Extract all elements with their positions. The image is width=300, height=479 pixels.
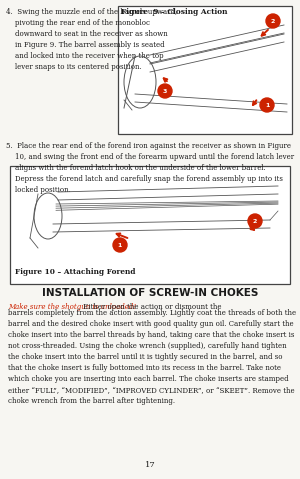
Text: 1: 1 [118, 242, 122, 248]
Bar [118, 6, 292, 134]
Text: 1: 1 [265, 103, 269, 107]
Text: Make sure the shotgun is unloaded!: Make sure the shotgun is unloaded! [8, 303, 136, 311]
Text: INSTALLATION OF SCREW-IN CHOKES: INSTALLATION OF SCREW-IN CHOKES [42, 288, 258, 298]
Text: 5.  Place the rear end of the forend iron against the receiver as shown in Figur: 5. Place the rear end of the forend iron… [6, 142, 294, 194]
Text: 17: 17 [145, 461, 155, 469]
Circle shape [158, 84, 172, 98]
Text: Either open the action or dismount the: Either open the action or dismount the [81, 303, 221, 311]
Circle shape [266, 14, 280, 28]
Text: 2: 2 [253, 218, 257, 224]
Text: Figure 10 – Attaching Forend: Figure 10 – Attaching Forend [15, 268, 136, 276]
Circle shape [248, 214, 262, 228]
Text: barrels completely from the action assembly. Lightly coat the threads of both th: barrels completely from the action assem… [8, 309, 296, 405]
Text: Figure  9 – Closing Action: Figure 9 – Closing Action [121, 8, 227, 16]
Text: 2: 2 [271, 19, 275, 23]
Circle shape [260, 98, 274, 112]
Text: 3: 3 [163, 89, 167, 93]
Bar [10, 166, 290, 284]
Text: 4.  Swing the muzzle end of the barrels upward,
    pivoting the rear end of the: 4. Swing the muzzle end of the barrels u… [6, 8, 177, 71]
Circle shape [113, 238, 127, 252]
